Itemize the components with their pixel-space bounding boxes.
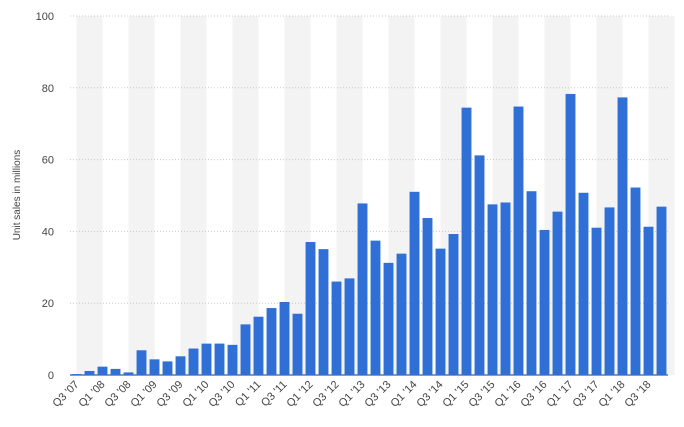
bar: [617, 97, 628, 375]
x-tick-label: Q3 '09: [154, 379, 185, 410]
bar: [448, 234, 459, 375]
bar: [552, 211, 563, 375]
x-tick-label: Q3 '17: [570, 379, 601, 410]
bar: [266, 308, 277, 375]
bar: [487, 204, 498, 375]
x-tick-label: Q1 '17: [544, 379, 575, 410]
y-tick-label: 100: [36, 11, 54, 23]
x-tick-label: Q1 '08: [76, 379, 107, 410]
x-tick-label: Q1 '18: [596, 379, 627, 410]
bar: [500, 202, 511, 375]
x-tick-label: Q3 '11: [259, 379, 290, 410]
bar: [604, 207, 615, 375]
bar: [474, 155, 485, 375]
band: [232, 16, 259, 375]
bar: [214, 343, 225, 375]
bar: [110, 368, 121, 375]
x-tick-label: Q3 '07: [50, 379, 81, 410]
x-tick-label: Q1 '09: [128, 379, 159, 410]
bar: [318, 249, 329, 375]
bar: [188, 348, 199, 375]
y-tick-label: 20: [42, 298, 54, 310]
y-tick-label: 80: [42, 83, 54, 95]
x-tick-label: Q1 '10: [180, 379, 211, 410]
bar: [513, 106, 524, 376]
x-tick-label: Q3 '13: [362, 379, 393, 410]
bar: [578, 192, 589, 375]
y-tick-label: 40: [42, 226, 54, 238]
x-tick-label: Q3 '15: [466, 379, 497, 410]
x-tick-label: Q3 '16: [518, 379, 549, 410]
y-tick-label: 0: [48, 370, 54, 382]
x-tick-label: Q1 '16: [492, 379, 523, 410]
bar: [84, 370, 95, 375]
bar: [656, 206, 667, 375]
y-tick-label: 60: [42, 155, 54, 167]
bar: [123, 372, 134, 375]
x-tick-label: Q1 '12: [284, 379, 315, 410]
bar: [396, 253, 407, 375]
x-tick-label: Q3 '10: [206, 379, 237, 410]
bar: [565, 93, 576, 375]
x-tick-label: Q1 '15: [440, 379, 471, 410]
band: [180, 16, 207, 375]
x-tick-label: Q3 '18: [622, 379, 653, 410]
bar: [331, 281, 342, 375]
x-tick-label: Q1 '13: [336, 379, 367, 410]
bar: [97, 366, 108, 375]
band: [128, 16, 155, 375]
bar: [370, 240, 381, 375]
bar: [305, 242, 316, 375]
x-tick-label: Q1 '14: [388, 379, 419, 410]
band: [76, 16, 103, 375]
x-tick-label: Q3 '12: [310, 379, 341, 410]
bar: [422, 218, 433, 375]
bar: [292, 313, 303, 375]
bar: [175, 356, 186, 375]
bar: [227, 344, 238, 375]
bar: [591, 227, 602, 375]
bar: [253, 316, 264, 375]
bar: [409, 191, 420, 375]
bar: [383, 262, 394, 375]
bar: [240, 324, 251, 375]
bar: [279, 301, 290, 375]
bar: [136, 350, 147, 375]
bar: [149, 359, 160, 375]
bar: [539, 229, 550, 375]
bar: [162, 361, 173, 375]
bar: [630, 187, 641, 375]
bar: [461, 107, 472, 375]
bar: [344, 278, 355, 375]
bar: [201, 343, 212, 375]
x-tick-label: Q3 '14: [414, 379, 445, 410]
bar: [643, 226, 654, 375]
x-tick-label: Q1 '11: [233, 379, 264, 410]
bar: [435, 248, 446, 375]
bar: [357, 203, 368, 375]
y-axis-label: Unit sales in millions: [12, 150, 23, 241]
bar: [526, 191, 537, 375]
bar: [71, 374, 82, 375]
x-tick-label: Q3 '08: [102, 379, 133, 410]
